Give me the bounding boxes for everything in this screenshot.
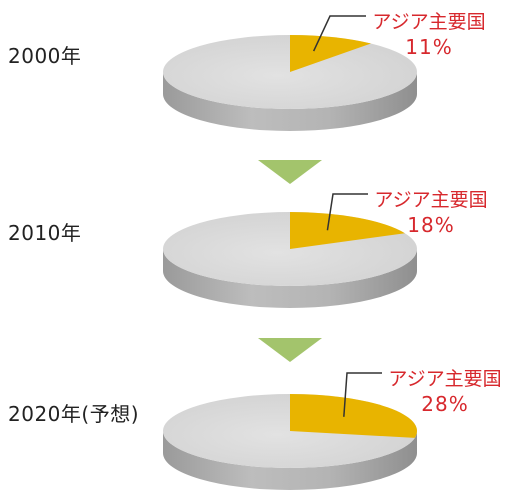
series-label-asia-2010: アジア主要国 bbox=[374, 189, 488, 211]
year-label-2000: 2000年 bbox=[8, 44, 82, 68]
value-label-2000: 11% bbox=[405, 35, 453, 59]
down-arrow-icon-0 bbox=[258, 160, 322, 184]
pie-1 bbox=[163, 193, 417, 308]
callout-line-0 bbox=[312, 15, 366, 52]
pie-side-1 bbox=[163, 249, 417, 308]
callout-line-2 bbox=[343, 372, 382, 417]
pie-slice-asia-1 bbox=[290, 212, 405, 249]
callout-2010: アジア主要国 18% bbox=[366, 188, 496, 238]
year-label-2020: 2020年(予想) bbox=[8, 402, 140, 426]
pie-0 bbox=[163, 15, 417, 131]
series-label-asia-2000: アジア主要国 bbox=[372, 11, 486, 33]
value-label-2020: 28% bbox=[421, 392, 469, 416]
callout-2020: アジア主要国 28% bbox=[380, 367, 510, 417]
callout-2000: アジア主要国 11% bbox=[364, 10, 494, 60]
pie-side-2 bbox=[163, 431, 417, 490]
down-arrow-icon-1 bbox=[258, 338, 322, 362]
value-label-2010: 18% bbox=[407, 213, 455, 237]
pie-slice-asia-2 bbox=[290, 394, 417, 438]
callout-line-1 bbox=[326, 193, 368, 231]
pie-2 bbox=[163, 372, 417, 490]
year-label-2010: 2010年 bbox=[8, 221, 82, 245]
pie-side-0 bbox=[163, 72, 417, 131]
series-label-asia-2020: アジア主要国 bbox=[388, 368, 502, 390]
pie-slice-asia-0 bbox=[290, 35, 371, 72]
